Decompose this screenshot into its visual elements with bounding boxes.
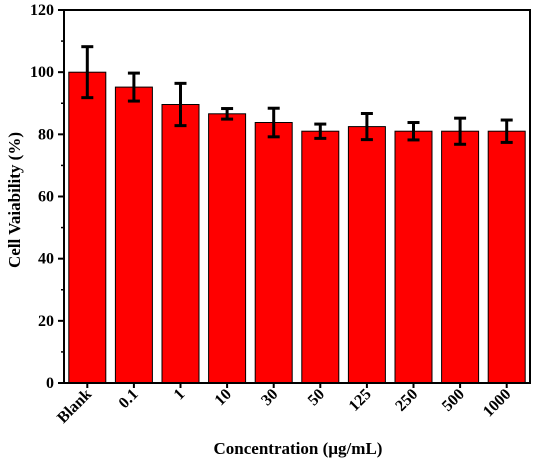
bar xyxy=(487,130,526,384)
x-tick-label: 1000 xyxy=(480,386,515,421)
bar xyxy=(441,130,480,384)
x-tick-label: 10 xyxy=(212,386,235,409)
x-tick-label: 0.1 xyxy=(116,386,142,412)
y-tick-label: 0 xyxy=(46,375,54,392)
x-tick-label: 250 xyxy=(392,386,421,415)
y-tick-label: 100 xyxy=(30,64,54,81)
bar xyxy=(254,122,293,384)
plot-area: 0 20 40 60 80 100 120 Blank 0.1 1 10 30 50 125 250 500 1… xyxy=(30,2,531,427)
bar xyxy=(347,126,386,384)
x-tick-label: 500 xyxy=(439,386,468,415)
x-tick-label: 125 xyxy=(346,386,375,415)
bar xyxy=(114,86,153,384)
y-tick-label: 120 xyxy=(30,2,54,19)
x-tick-label: 1 xyxy=(171,386,189,404)
y-tick-label: 80 xyxy=(38,126,54,143)
y-tick-label: 20 xyxy=(38,313,54,330)
bar xyxy=(208,113,247,384)
bar xyxy=(161,104,200,384)
bar xyxy=(301,130,340,384)
y-axis-title: Cell Vaiability (%) xyxy=(5,132,24,268)
bar xyxy=(68,71,107,384)
x-tick-label: 50 xyxy=(305,386,328,409)
y-tick-label: 40 xyxy=(38,251,54,268)
x-tick-label: 30 xyxy=(258,386,281,409)
x-axis-title: Concentration (µg/mL) xyxy=(214,439,383,458)
x-tick-label: Blank xyxy=(54,386,95,427)
bar xyxy=(394,130,433,384)
y-tick-label: 60 xyxy=(38,189,54,206)
